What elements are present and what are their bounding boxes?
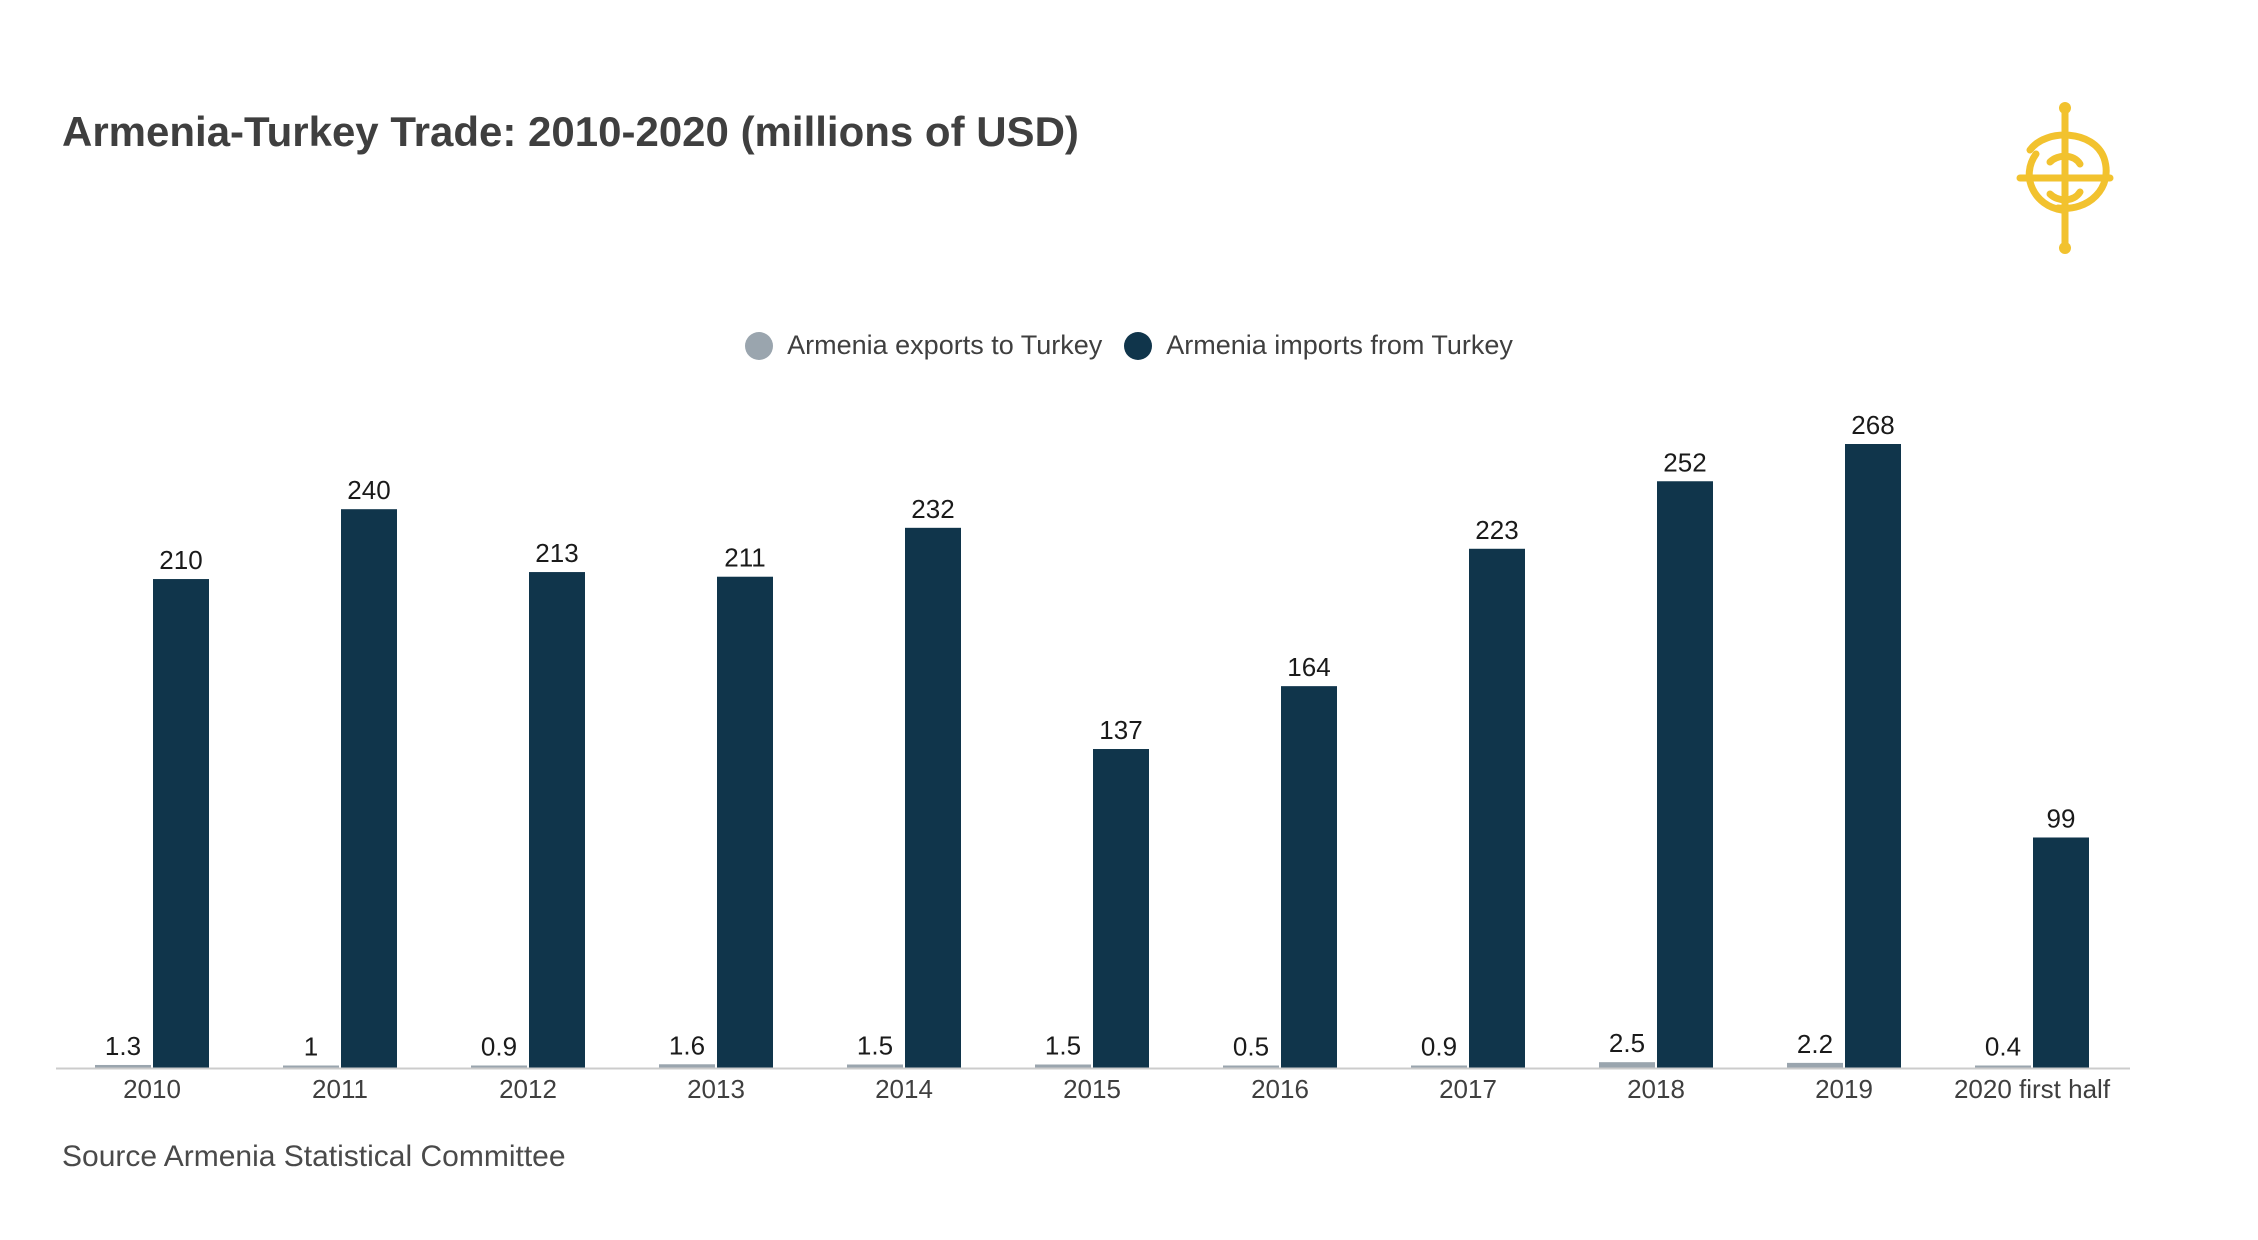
legend-item-imports: Armenia imports from Turkey [1124, 330, 1513, 361]
bar-exports-2019 [1787, 1062, 1843, 1068]
data-label-imports-2015: 137 [1099, 715, 1142, 745]
data-label-exports-2012: 0.9 [481, 1032, 517, 1062]
data-label-imports-2017: 223 [1475, 515, 1518, 545]
chart-legend: Armenia exports to Turkey Armenia import… [0, 330, 2258, 361]
bar-exports-2018 [1599, 1062, 1655, 1068]
x-tick-label-2018: 2018 [1627, 1074, 1685, 1104]
bar-imports-2019 [1845, 444, 1901, 1068]
bar-exports-2014 [847, 1064, 903, 1068]
bar-imports-2010 [153, 579, 209, 1068]
x-tick-label-2010: 2010 [123, 1074, 181, 1104]
chart-title: Armenia-Turkey Trade: 2010-2020 (million… [62, 108, 1079, 155]
data-label-exports-2017: 0.9 [1421, 1032, 1457, 1062]
data-label-exports-2020-first-half: 0.4 [1985, 1032, 2021, 1062]
bar-imports-2015 [1093, 749, 1149, 1068]
bar-imports-2016 [1281, 686, 1337, 1068]
data-label-imports-2019: 268 [1851, 410, 1894, 440]
bar-imports-2020-first-half [2033, 837, 2089, 1068]
bar-imports-2012 [529, 572, 585, 1068]
bar-imports-2018 [1657, 481, 1713, 1068]
x-tick-label-2015: 2015 [1063, 1074, 1121, 1104]
logo-icon [2016, 102, 2114, 254]
x-tick-label-2013: 2013 [687, 1074, 745, 1104]
data-label-imports-2020-first-half: 99 [2047, 803, 2076, 833]
x-tick-label-2014: 2014 [875, 1074, 933, 1104]
legend-label-exports: Armenia exports to Turkey [787, 330, 1103, 360]
data-label-exports-2014: 1.5 [857, 1031, 893, 1061]
x-tick-label-2020-first-half: 2020 first half [1954, 1074, 2111, 1104]
bar-exports-2016 [1223, 1065, 1279, 1068]
data-label-exports-2011: 1 [304, 1032, 318, 1062]
x-tick-label-2017: 2017 [1439, 1074, 1497, 1104]
legend-dot-exports [745, 331, 774, 360]
bar-exports-2012 [471, 1065, 527, 1068]
data-label-imports-2018: 252 [1663, 447, 1706, 477]
data-label-imports-2012: 213 [535, 538, 578, 568]
bar-exports-2020-first-half [1975, 1065, 2031, 1068]
bar-imports-2017 [1469, 548, 1525, 1068]
data-label-exports-2018: 2.5 [1609, 1028, 1645, 1058]
source-note: Source Armenia Statistical Committee [62, 1140, 566, 1173]
bar-exports-2015 [1035, 1064, 1091, 1068]
bar-exports-2013 [659, 1064, 715, 1068]
data-label-exports-2019: 2.2 [1797, 1029, 1833, 1059]
x-tick-label-2019: 2019 [1815, 1074, 1873, 1104]
legend-label-imports: Armenia imports from Turkey [1166, 330, 1513, 360]
data-label-imports-2016: 164 [1287, 652, 1330, 682]
bar-imports-2011 [341, 509, 397, 1068]
data-label-exports-2016: 0.5 [1233, 1032, 1269, 1062]
legend-dot-imports [1124, 331, 1153, 360]
x-tick-label-2016: 2016 [1251, 1074, 1309, 1104]
bar-imports-2014 [905, 527, 961, 1068]
bar-exports-2011 [283, 1065, 339, 1068]
data-label-exports-2015: 1.5 [1045, 1031, 1081, 1061]
data-label-exports-2013: 1.6 [669, 1030, 705, 1060]
data-label-exports-2010: 1.3 [105, 1031, 141, 1061]
bar-exports-2017 [1411, 1065, 1467, 1068]
bar-exports-2010 [95, 1064, 151, 1068]
x-tick-label-2012: 2012 [499, 1074, 557, 1104]
bar-imports-2013 [717, 576, 773, 1068]
data-label-imports-2014: 232 [911, 494, 954, 524]
data-label-imports-2011: 240 [347, 475, 390, 505]
data-label-imports-2013: 211 [724, 543, 765, 573]
x-tick-label-2011: 2011 [312, 1074, 368, 1104]
legend-item-exports: Armenia exports to Turkey [745, 330, 1102, 361]
data-label-imports-2010: 210 [159, 545, 202, 575]
